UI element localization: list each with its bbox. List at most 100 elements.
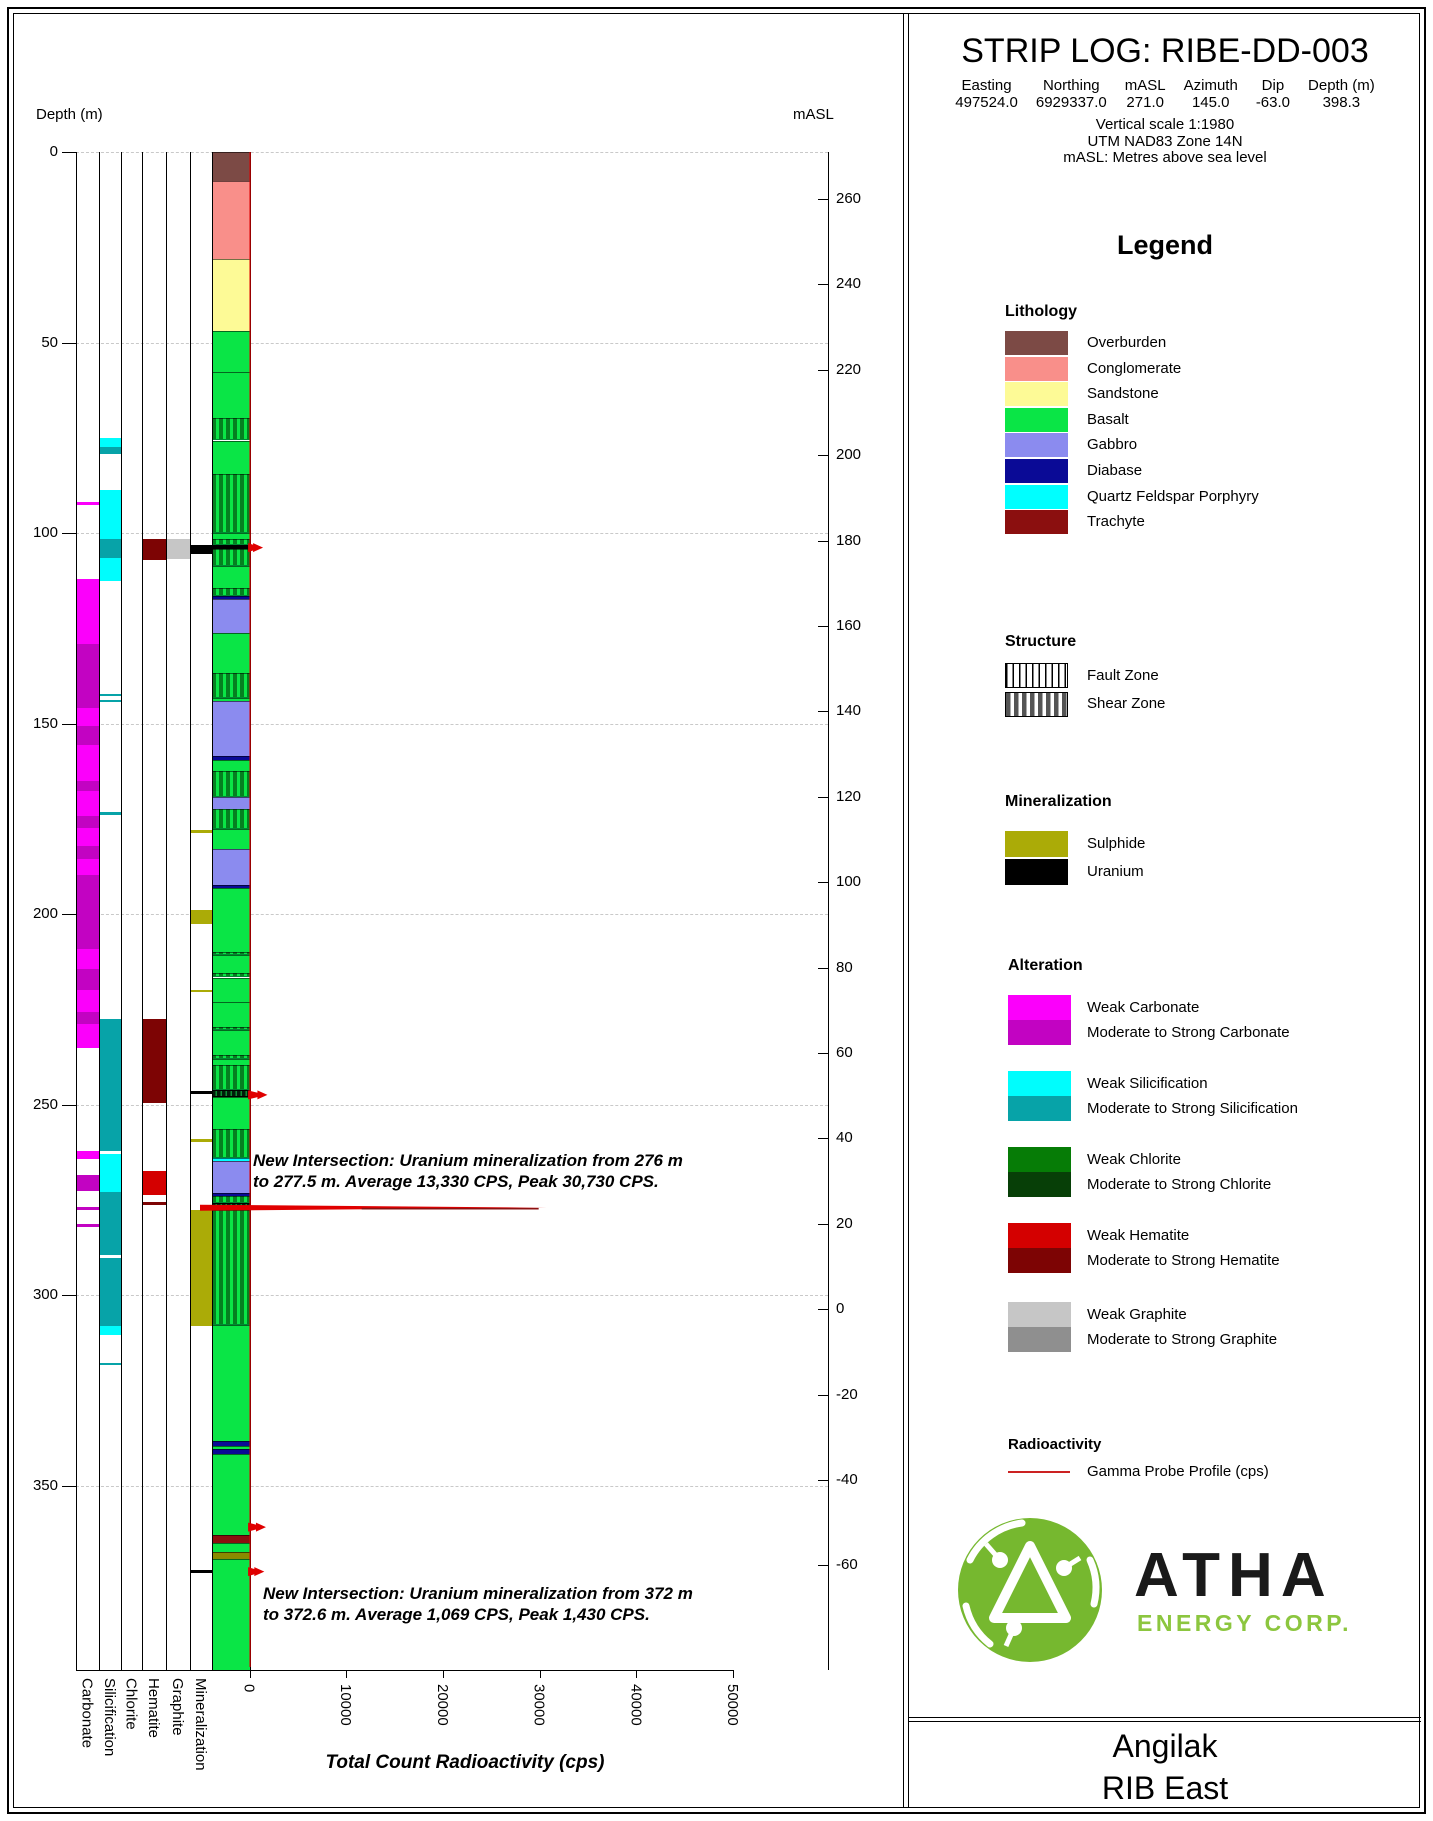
track-interval-silicification <box>99 489 121 539</box>
depth-tick-label: 50 <box>41 333 58 351</box>
masl-tick-label: 80 <box>836 958 853 976</box>
litho-interval-basalt <box>212 887 250 952</box>
litho-interval-conglomerate <box>212 180 250 259</box>
panel-divider-line <box>903 13 904 1808</box>
alteration-strong-label: Moderate to Strong Graphite <box>1087 1331 1278 1348</box>
masl-tick <box>818 1223 828 1225</box>
track-interval-carbonate <box>76 858 99 875</box>
masl-tick-label: 60 <box>836 1043 853 1061</box>
mineralization-item-0-label: Sulphide <box>1087 835 1146 852</box>
masl-tick <box>818 1052 828 1054</box>
track-interval-carbonate <box>76 874 99 949</box>
annotation-intersection-2: New Intersection: Uranium mineralization… <box>263 1583 708 1626</box>
track-label-graphite: Graphite <box>169 1678 186 1736</box>
collar-field-value: 145.0 <box>1191 93 1230 111</box>
masl-tick <box>818 711 828 713</box>
masl-tick <box>818 1479 828 1481</box>
litho-interval-basalt <box>212 759 250 772</box>
track-interval-carbonate <box>76 791 99 817</box>
track-interval-carbonate <box>76 1023 99 1048</box>
litho-interval-gabbro <box>212 849 250 885</box>
litho-interval-basalt_shear <box>212 771 250 798</box>
track-interval-graphite <box>166 538 190 560</box>
track-interval-carbonate <box>76 816 99 829</box>
litho-interval-basalt <box>212 532 250 539</box>
depth-tick-label: 100 <box>32 524 58 542</box>
litho-interval-basalt <box>212 977 250 1002</box>
track-interval-silicification <box>99 437 121 447</box>
radioactivity-heading: Radioactivity <box>1008 1436 1102 1453</box>
collar-field-5: Depth (m) 398.3 <box>1308 77 1375 111</box>
masl-tick <box>818 540 828 542</box>
litho-interval-diabase <box>212 756 250 760</box>
track-interval-hematite <box>142 1202 166 1206</box>
track-interval-carbonate <box>76 846 99 859</box>
litho-interval-basalt <box>212 632 250 673</box>
track-interval-mineralization <box>190 1209 212 1326</box>
cps-tick-label: 20000 <box>433 1684 451 1726</box>
litho-interval-basalt <box>212 440 250 474</box>
track-label-hematite: Hematite <box>145 1678 162 1739</box>
litho-interval-sulphide_band <box>212 1551 250 1560</box>
mineralization-item-1-label: Uranium <box>1087 863 1144 880</box>
mineralization-item-0-swatch <box>1005 831 1068 857</box>
collar-field-0: Easting 497524.0 <box>955 77 1018 111</box>
track-interval-carbonate <box>76 578 99 644</box>
alteration-weak-swatch <box>1008 1071 1071 1096</box>
scale-notes: Vertical scale 1:1980 UTM NAD83 Zone 14N… <box>908 116 1422 167</box>
annotation-2-line-1: New Intersection: Uranium mineralization… <box>263 1584 693 1603</box>
cps-tick-label: 0 <box>240 1684 258 1693</box>
litho-interval-uranium_band <box>212 545 250 549</box>
masl-tick-label: 200 <box>836 446 862 464</box>
masl-tick <box>818 796 828 798</box>
track-interval-silicification <box>99 1019 121 1152</box>
collar-field-label: Depth (m) <box>1308 77 1375 94</box>
note-masl: mASL: Metres above sea level <box>1063 149 1267 166</box>
track-label-silicification: Silicification <box>100 1678 118 1757</box>
track-interval-carbonate <box>76 989 99 1012</box>
note-utm-zone: UTM NAD83 Zone 14N <box>1087 132 1243 150</box>
masl-tick-label: 0 <box>836 1300 845 1318</box>
litho-item-3-label: Basalt <box>1087 410 1129 428</box>
litho-interval-gabbro <box>212 701 250 757</box>
alteration-weak-swatch <box>1008 1147 1071 1172</box>
alteration-weak-label: Weak Chlorite <box>1087 1151 1181 1168</box>
masl-tick-label: 180 <box>836 531 862 549</box>
depth-tick <box>62 1295 76 1297</box>
track-interval-carbonate <box>76 643 99 709</box>
logo-wordmark: ATHA <box>1134 1541 1334 1610</box>
track-interval-hematite <box>142 1171 166 1196</box>
depth-tick <box>62 1485 76 1487</box>
cps-tick <box>346 1670 348 1678</box>
track-interval-carbonate <box>76 744 99 781</box>
track-interval-mineralization <box>190 1569 212 1573</box>
structure-item-1-swatch <box>1005 691 1068 717</box>
depth-gridline <box>66 152 828 153</box>
collar-field-value: 398.3 <box>1322 93 1361 111</box>
litho-interval-basalt <box>212 954 250 973</box>
collar-field-3: Azimuth 145.0 <box>1184 77 1238 111</box>
track-interval-silicification <box>99 1362 121 1366</box>
masl-tick-label: -60 <box>836 1556 858 1574</box>
litho-item-3-swatch <box>1005 407 1068 432</box>
litho-interval-basalt_shear <box>212 1054 250 1060</box>
alteration-weak-label: Weak Graphite <box>1087 1306 1187 1323</box>
track-interval-carbonate <box>76 1175 99 1191</box>
litho-interval-basalt_shear <box>212 548 250 566</box>
masl-tick-label: 220 <box>836 360 862 378</box>
litho-interval-qfp <box>212 1158 250 1162</box>
track-interval-silicification <box>99 1191 121 1255</box>
track-interval-mineralization <box>190 1139 212 1142</box>
track-interval-silicification <box>99 446 121 454</box>
note-vertical-scale: Vertical scale 1:1980 <box>1095 116 1235 133</box>
depth-gridline <box>66 533 828 535</box>
litho-interval-basalt <box>212 1001 250 1028</box>
collar-field-label: Dip <box>1261 77 1285 94</box>
litho-interval-basalt_shear <box>212 972 250 978</box>
alteration-weak-swatch <box>1008 995 1071 1020</box>
lithology-heading: Lithology <box>1005 303 1077 320</box>
plot-bottom-axis <box>76 1670 733 1671</box>
gamma-line-sample <box>1008 1471 1070 1473</box>
litho-interval-basalt_shear <box>212 672 250 699</box>
track-interval-carbonate <box>76 1011 99 1024</box>
